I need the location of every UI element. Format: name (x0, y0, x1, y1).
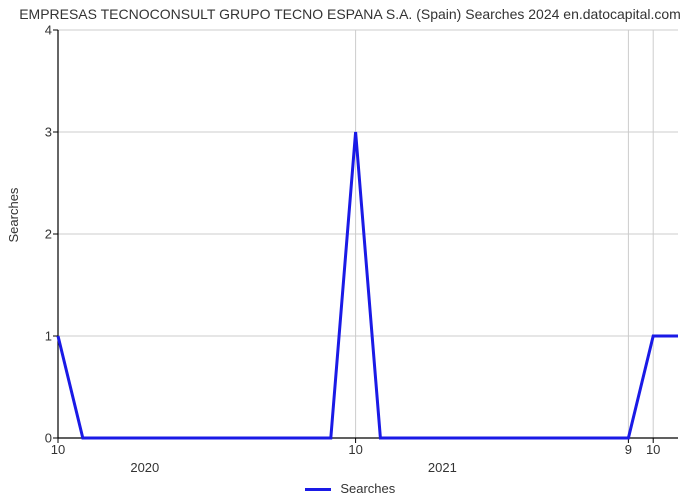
plot-area (58, 30, 678, 438)
y-tick-label: 4 (12, 23, 52, 38)
x-tick-label: 10 (348, 442, 362, 457)
legend-swatch (305, 488, 331, 491)
x-tick-label: 10 (51, 442, 65, 457)
x-year-label: 2021 (428, 460, 457, 475)
legend: Searches (0, 481, 700, 496)
y-tick-label: 2 (12, 227, 52, 242)
y-tick-label: 1 (12, 329, 52, 344)
y-tick-label: 0 (12, 431, 52, 446)
x-tick-label: 10 (646, 442, 660, 457)
chart-svg (58, 30, 678, 438)
x-year-label: 2020 (130, 460, 159, 475)
y-tick-label: 3 (12, 125, 52, 140)
x-tick-label: 9 (625, 442, 632, 457)
legend-label: Searches (340, 481, 395, 496)
chart-wrap: EMPRESAS TECNOCONSULT GRUPO TECNO ESPANA… (0, 0, 700, 500)
chart-title: EMPRESAS TECNOCONSULT GRUPO TECNO ESPANA… (0, 6, 700, 22)
